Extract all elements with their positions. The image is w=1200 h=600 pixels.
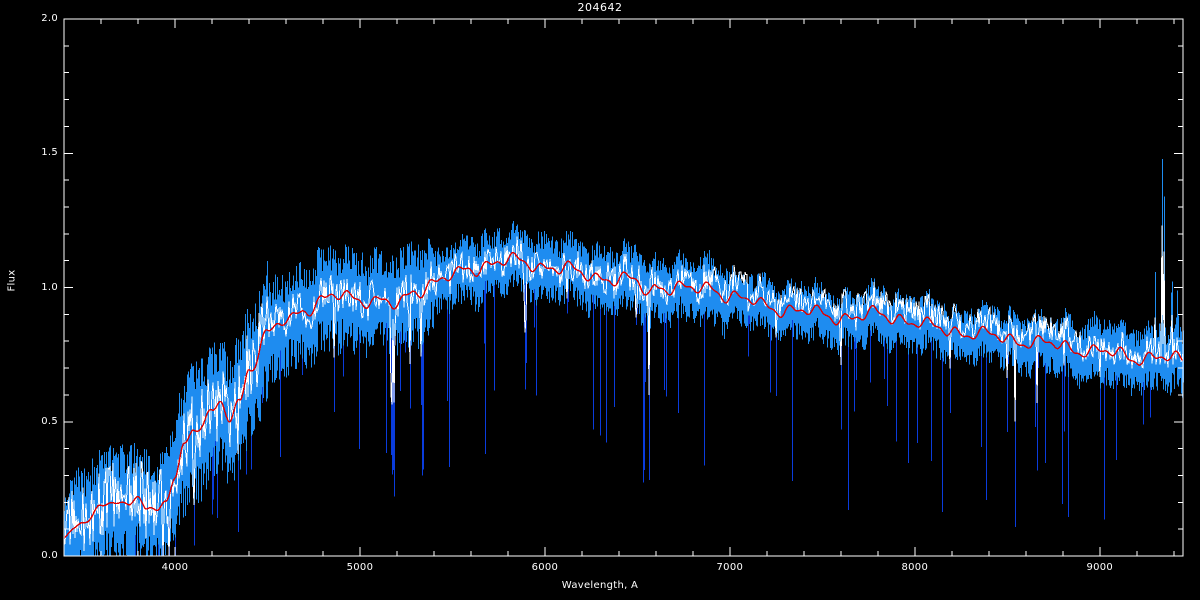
y-tick-label: 1.5 — [41, 147, 58, 159]
x-tick-label: 7000 — [716, 562, 744, 573]
series-comparison-spectrum — [63, 225, 1184, 557]
y-tick-label: 0.5 — [41, 415, 58, 427]
series-continuum-fit — [63, 251, 1184, 539]
x-tick-label: 4000 — [161, 562, 189, 573]
x-tick-label: 9000 — [1086, 562, 1114, 573]
x-tick-label: 8000 — [901, 562, 929, 573]
x-axis-label: Wavelength, A — [561, 580, 639, 591]
y-tick-label: 2.0 — [41, 13, 58, 24]
x-tick-label: 6000 — [531, 562, 559, 573]
page-title: 204642 — [577, 1, 623, 14]
y-tick-label: 1.0 — [41, 281, 58, 293]
x-tick-label: 5000 — [346, 562, 374, 573]
y-tick-label: 0.0 — [41, 550, 58, 561]
axis-frame — [63, 18, 1184, 557]
